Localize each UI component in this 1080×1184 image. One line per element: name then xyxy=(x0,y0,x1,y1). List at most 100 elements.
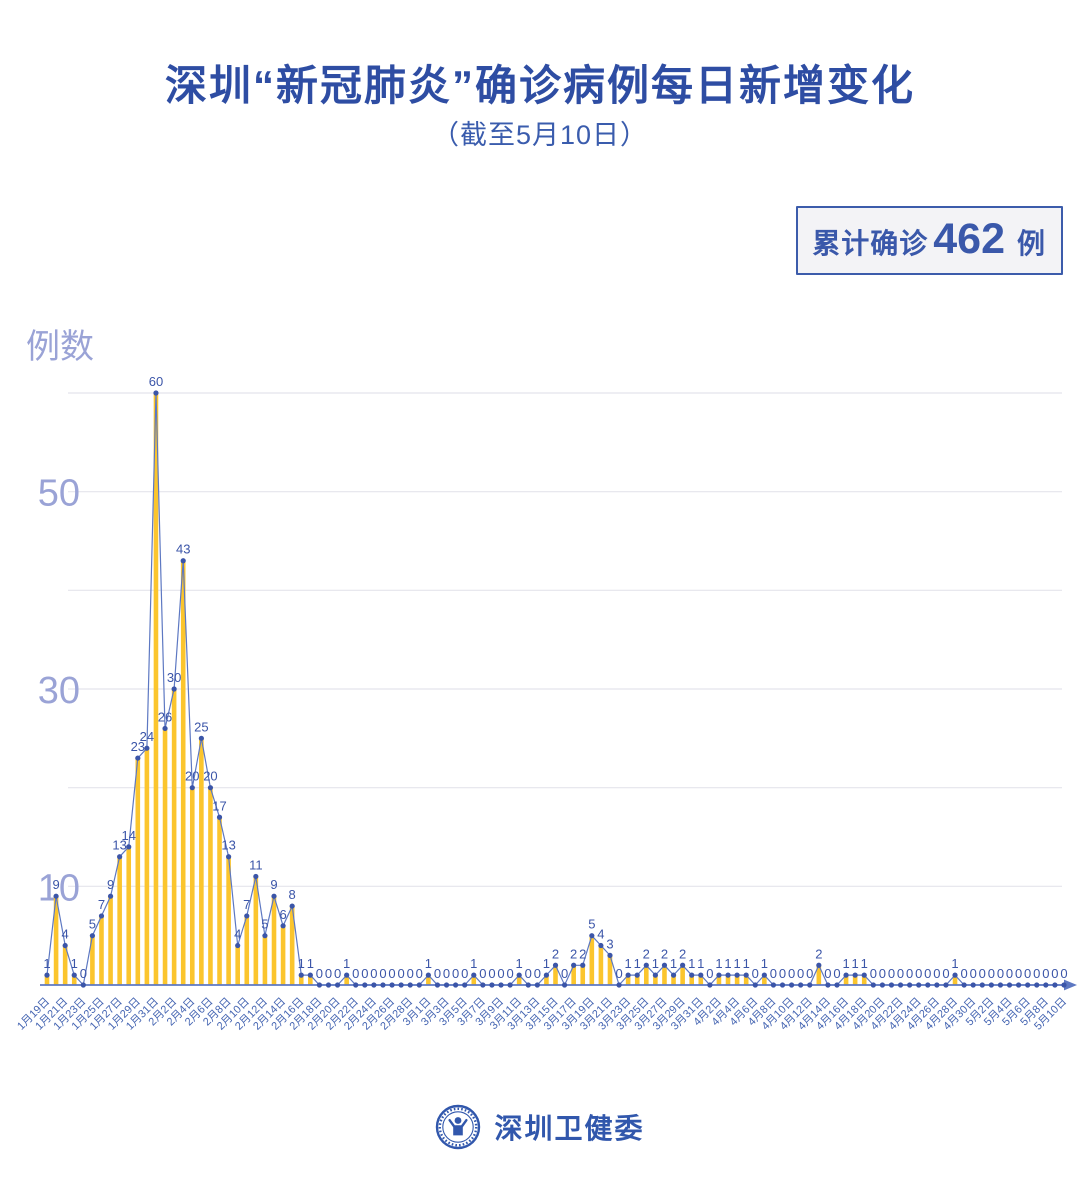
value-label: 1 xyxy=(842,956,849,971)
data-point-marker xyxy=(189,785,195,791)
value-label: 0 xyxy=(770,966,777,981)
data-point-marker xyxy=(843,972,849,978)
bar xyxy=(689,975,695,985)
data-point-marker xyxy=(453,982,459,988)
data-point-marker xyxy=(807,982,813,988)
value-label: 0 xyxy=(779,966,786,981)
data-point-marker xyxy=(561,982,568,988)
value-label: 0 xyxy=(497,966,504,981)
bar xyxy=(62,945,68,985)
value-label: 1 xyxy=(761,956,768,971)
data-point-marker xyxy=(934,982,940,988)
bar xyxy=(734,975,740,985)
data-point-marker xyxy=(371,982,377,988)
value-label: 0 xyxy=(1024,966,1031,981)
value-label: 24 xyxy=(140,729,154,744)
data-point-marker xyxy=(870,982,876,988)
value-label: 0 xyxy=(525,966,532,981)
bar xyxy=(262,935,268,985)
value-label: 1 xyxy=(343,956,350,971)
data-point-marker xyxy=(1043,982,1049,988)
bar xyxy=(698,975,704,985)
data-point-marker xyxy=(689,972,695,978)
value-label: 0 xyxy=(361,966,368,981)
bar xyxy=(280,925,286,985)
data-point-marker xyxy=(126,844,132,850)
data-point-marker xyxy=(698,972,704,978)
data-point-marker xyxy=(943,982,949,988)
bar xyxy=(471,975,477,985)
data-point-marker xyxy=(543,972,550,978)
value-label: 5 xyxy=(588,917,595,932)
bar xyxy=(289,906,295,985)
data-point-marker xyxy=(897,982,904,988)
value-label: 0 xyxy=(1006,966,1013,981)
bar xyxy=(662,965,667,985)
data-point-marker xyxy=(334,982,341,988)
bar xyxy=(308,975,313,985)
bar xyxy=(217,817,222,985)
value-label: 0 xyxy=(434,966,441,981)
y-tick-label: 30 xyxy=(38,670,80,712)
bar xyxy=(244,915,250,985)
value-label: 4 xyxy=(597,927,604,942)
value-label: 23 xyxy=(131,739,145,754)
data-point-marker xyxy=(462,982,468,988)
value-label: 0 xyxy=(752,966,759,981)
value-label: 0 xyxy=(824,966,831,981)
data-point-marker xyxy=(634,972,640,978)
value-label: 9 xyxy=(52,877,59,892)
y-axis-labels: 50 30 10 例数 xyxy=(26,328,94,909)
value-label: 7 xyxy=(243,897,250,912)
value-label: 0 xyxy=(316,966,323,981)
value-label: 60 xyxy=(149,374,163,389)
data-point-marker xyxy=(643,962,649,968)
data-point-marker xyxy=(988,982,994,988)
data-point-marker xyxy=(861,972,867,978)
data-point-marker xyxy=(788,982,795,988)
data-point-marker xyxy=(135,755,141,761)
value-label: 0 xyxy=(461,966,468,981)
data-point-marker xyxy=(571,962,577,968)
bar xyxy=(607,955,613,985)
data-point-marker xyxy=(970,982,976,988)
badge-count: 462 xyxy=(933,215,1005,263)
bar xyxy=(816,965,822,985)
value-label: 0 xyxy=(906,966,913,981)
data-point-marker xyxy=(734,972,740,978)
value-label: 1 xyxy=(724,956,731,971)
value-label: 0 xyxy=(488,966,495,981)
footer: 深圳卫健委 xyxy=(0,1104,1080,1150)
data-point-marker xyxy=(362,982,368,988)
page-subtitle: （截至5月10日） xyxy=(431,120,649,150)
data-point-marker xyxy=(316,982,323,988)
value-label: 0 xyxy=(407,966,414,981)
data-point-marker xyxy=(979,982,985,988)
bar xyxy=(199,738,204,985)
data-point-marker xyxy=(961,982,967,988)
daily-new-cases-chart: 503010例数19410579131423246026304320252017… xyxy=(15,328,1077,1033)
value-label: 0 xyxy=(443,966,450,981)
value-label: 1 xyxy=(733,956,740,971)
value-label: 0 xyxy=(970,966,977,981)
value-label: 1 xyxy=(743,956,750,971)
data-point-marker xyxy=(661,962,668,968)
value-label: 1 xyxy=(634,956,641,971)
data-point-marker xyxy=(1052,982,1058,988)
data-point-marker xyxy=(398,982,404,988)
value-label: 1 xyxy=(425,956,432,971)
data-point-marker xyxy=(280,923,286,929)
data-point-marker xyxy=(670,972,677,978)
bar xyxy=(589,935,595,985)
bar xyxy=(743,975,749,985)
data-point-marker xyxy=(98,913,105,919)
data-point-marker xyxy=(616,982,622,988)
value-label: 1 xyxy=(298,956,305,971)
bar xyxy=(171,689,177,985)
data-point-marker xyxy=(779,982,786,988)
data-point-marker xyxy=(144,745,150,751)
bar xyxy=(725,975,731,985)
bar xyxy=(226,856,231,985)
data-point-marker xyxy=(1006,982,1013,988)
value-label: 1 xyxy=(670,956,677,971)
